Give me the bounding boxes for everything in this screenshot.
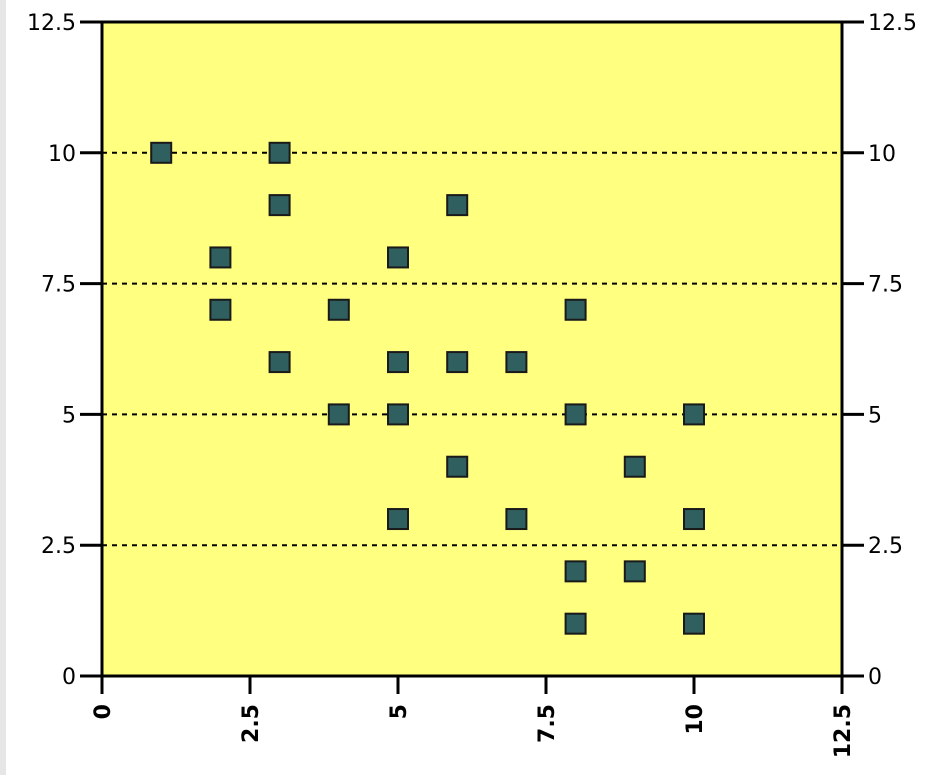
data-point (150, 141, 173, 164)
data-point (683, 612, 705, 635)
data-point (268, 141, 291, 164)
y-tick-label-right: 7.5 (868, 273, 903, 298)
y-tick-label-right: 12.5 (868, 11, 917, 36)
data-point (564, 403, 587, 426)
data-point (564, 560, 587, 583)
y-tick-label-right: 10 (868, 142, 896, 167)
x-tick-label: 10 (683, 704, 708, 735)
y-tick-label-left: 7.5 (41, 273, 76, 298)
data-point (683, 508, 705, 531)
data-point (505, 508, 528, 531)
data-point (683, 403, 705, 426)
left-border-strip (0, 0, 6, 775)
data-point (327, 403, 350, 426)
y-tick-label-left: 12.5 (27, 11, 76, 36)
data-point (623, 560, 646, 583)
data-point (623, 455, 646, 478)
data-point (209, 298, 232, 321)
data-point (387, 351, 409, 374)
data-point (209, 246, 232, 269)
y-tick-label-left: 0 (62, 665, 76, 690)
data-point (327, 298, 350, 321)
data-point (446, 194, 469, 217)
y-tick-label-left: 10 (48, 142, 76, 167)
x-tick-label: 5 (387, 704, 412, 719)
data-point (446, 455, 469, 478)
y-tick-label-left: 2.5 (41, 534, 76, 559)
data-point (564, 298, 587, 321)
x-tick-label: 0 (91, 704, 116, 719)
data-point (268, 351, 291, 374)
x-tick-label: 12.5 (831, 704, 856, 758)
plot-area (102, 22, 842, 676)
data-point (564, 612, 587, 635)
x-tick-label: 7.5 (535, 704, 560, 743)
x-tick-label: 2.5 (239, 704, 264, 743)
data-point (446, 351, 469, 374)
grid-lines (102, 151, 842, 547)
data-points (150, 141, 705, 635)
y-tick-label-right: 0 (868, 665, 882, 690)
data-point (387, 508, 409, 531)
y-tick-label-right: 2.5 (868, 534, 903, 559)
plot-frame (100, 20, 844, 678)
data-point (387, 246, 409, 269)
y-tick-label-left: 5 (62, 403, 76, 428)
y-tick-label-right: 5 (868, 403, 882, 428)
data-point (268, 194, 291, 217)
data-point (505, 351, 528, 374)
data-point (387, 403, 409, 426)
